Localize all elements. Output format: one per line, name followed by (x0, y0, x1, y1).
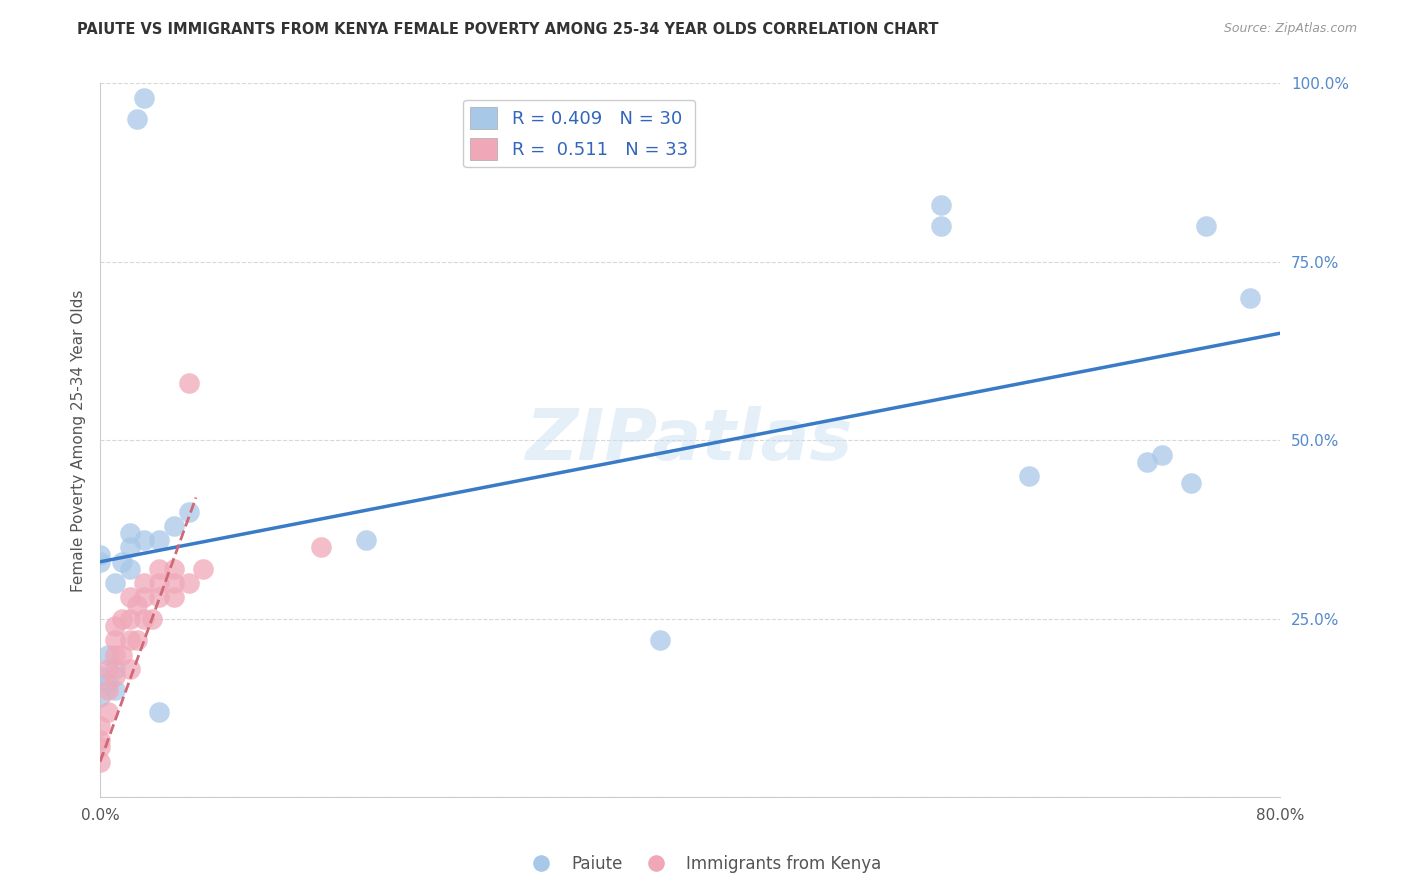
Point (89, 555, 111, 569)
Point (134, 91, 156, 105)
Point (104, 648, 127, 662)
Point (118, 541, 141, 555)
Point (134, 576, 156, 591)
Point (118, 633, 141, 648)
Point (89, 755, 111, 769)
Point (650, 633, 672, 648)
Legend: Paiute, Immigrants from Kenya: Paiute, Immigrants from Kenya (517, 848, 889, 880)
Point (96, 648, 118, 662)
Point (1150, 448, 1173, 462)
Point (929, 198, 952, 212)
Point (104, 662, 127, 676)
Point (311, 541, 333, 555)
Point (1195, 219, 1218, 234)
Text: Source: ZipAtlas.com: Source: ZipAtlas.com (1223, 22, 1357, 36)
Point (104, 633, 127, 648)
Point (104, 669, 127, 683)
Point (148, 705, 170, 719)
Point (1018, 469, 1040, 483)
Point (89, 719, 111, 733)
Point (125, 633, 148, 648)
Point (111, 555, 134, 569)
Point (118, 526, 141, 541)
Point (1136, 455, 1159, 469)
Point (929, 219, 952, 234)
Point (89, 548, 111, 562)
Point (89, 669, 111, 683)
Point (141, 612, 163, 626)
Point (125, 112, 148, 127)
Point (118, 562, 141, 576)
Point (134, 612, 156, 626)
Point (148, 576, 170, 591)
Point (118, 612, 141, 626)
Point (148, 562, 170, 576)
Point (177, 505, 200, 519)
Point (1180, 476, 1202, 491)
Point (1239, 291, 1261, 305)
Point (104, 683, 127, 698)
Point (96, 662, 118, 676)
Point (96, 705, 118, 719)
Point (354, 533, 377, 548)
Point (163, 562, 186, 576)
Point (118, 591, 141, 605)
Point (89, 740, 111, 755)
Legend: R = 0.409   N = 30, R =  0.511   N = 33: R = 0.409 N = 30, R = 0.511 N = 33 (463, 100, 695, 167)
Point (134, 533, 156, 548)
Point (163, 519, 186, 533)
Point (125, 598, 148, 612)
Point (148, 591, 170, 605)
Point (118, 662, 141, 676)
Point (193, 562, 215, 576)
Point (111, 612, 134, 626)
Point (177, 376, 200, 391)
Point (148, 533, 170, 548)
Text: ZIPatlas: ZIPatlas (526, 406, 853, 475)
Point (96, 683, 118, 698)
Point (104, 576, 127, 591)
Point (89, 690, 111, 705)
Point (163, 591, 186, 605)
Point (134, 591, 156, 605)
Text: PAIUTE VS IMMIGRANTS FROM KENYA FEMALE POVERTY AMONG 25-34 YEAR OLDS CORRELATION: PAIUTE VS IMMIGRANTS FROM KENYA FEMALE P… (77, 22, 939, 37)
Point (111, 648, 134, 662)
Point (177, 576, 200, 591)
Y-axis label: Female Poverty Among 25-34 Year Olds: Female Poverty Among 25-34 Year Olds (72, 289, 86, 591)
Point (163, 576, 186, 591)
Point (96, 676, 118, 690)
Point (89, 733, 111, 747)
Point (104, 619, 127, 633)
